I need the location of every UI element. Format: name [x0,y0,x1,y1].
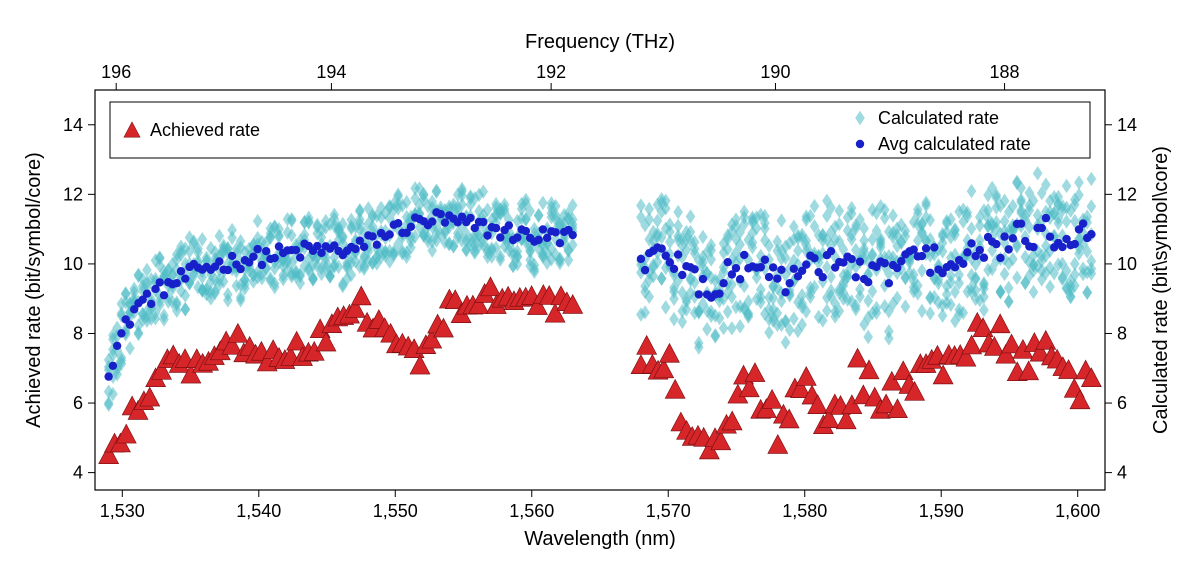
svg-text:192: 192 [536,62,566,82]
svg-text:1,600: 1,600 [1055,501,1100,521]
svg-text:12: 12 [1117,184,1137,204]
svg-text:1,590: 1,590 [919,501,964,521]
svg-text:6: 6 [73,393,83,413]
legend-calc_avg-label: Avg calculated rate [878,134,1031,154]
svg-text:1,560: 1,560 [509,501,554,521]
chart-svg: 1,530 1,540 1,550 1,560 1,570 1,580 1,590 1,600… [0,0,1200,575]
svg-text:196: 196 [101,62,131,82]
rate-vs-wavelength-chart: 1,530 1,540 1,550 1,560 1,570 1,580 1,590 1,600… [0,0,1200,575]
x-axis-bottom-label: Wavelength (nm) [524,528,676,550]
svg-text:14: 14 [1117,115,1137,135]
svg-text:14: 14 [63,115,83,135]
svg-text:1,580: 1,580 [782,501,827,521]
y-axis-left-label: Achieved rate (bit/symbol/core) [23,152,45,428]
svg-text:10: 10 [63,254,83,274]
svg-text:1,530: 1,530 [100,501,145,521]
svg-text:6: 6 [1117,393,1127,413]
svg-text:1,570: 1,570 [646,501,691,521]
y-axis-right-label: Calculated rate (bit\symbol\core) [1150,146,1172,434]
svg-text:8: 8 [73,323,83,343]
svg-text:1,540: 1,540 [236,501,281,521]
svg-text:190: 190 [760,62,790,82]
x-axis-top-label: Frequency (THz) [525,31,675,53]
legend: Achieved rate Calculated rate Avg calculat… [110,102,1090,158]
svg-text:8: 8 [1117,323,1127,343]
svg-text:10: 10 [1117,254,1137,274]
svg-text:188: 188 [990,62,1020,82]
svg-text:1,550: 1,550 [373,501,418,521]
svg-text:4: 4 [1117,463,1127,483]
legend-achieved-label: Achieved rate [150,120,260,140]
svg-text:12: 12 [63,184,83,204]
svg-text:4: 4 [73,463,83,483]
svg-text:194: 194 [316,62,346,82]
legend-calc_cloud-label: Calculated rate [878,108,999,128]
